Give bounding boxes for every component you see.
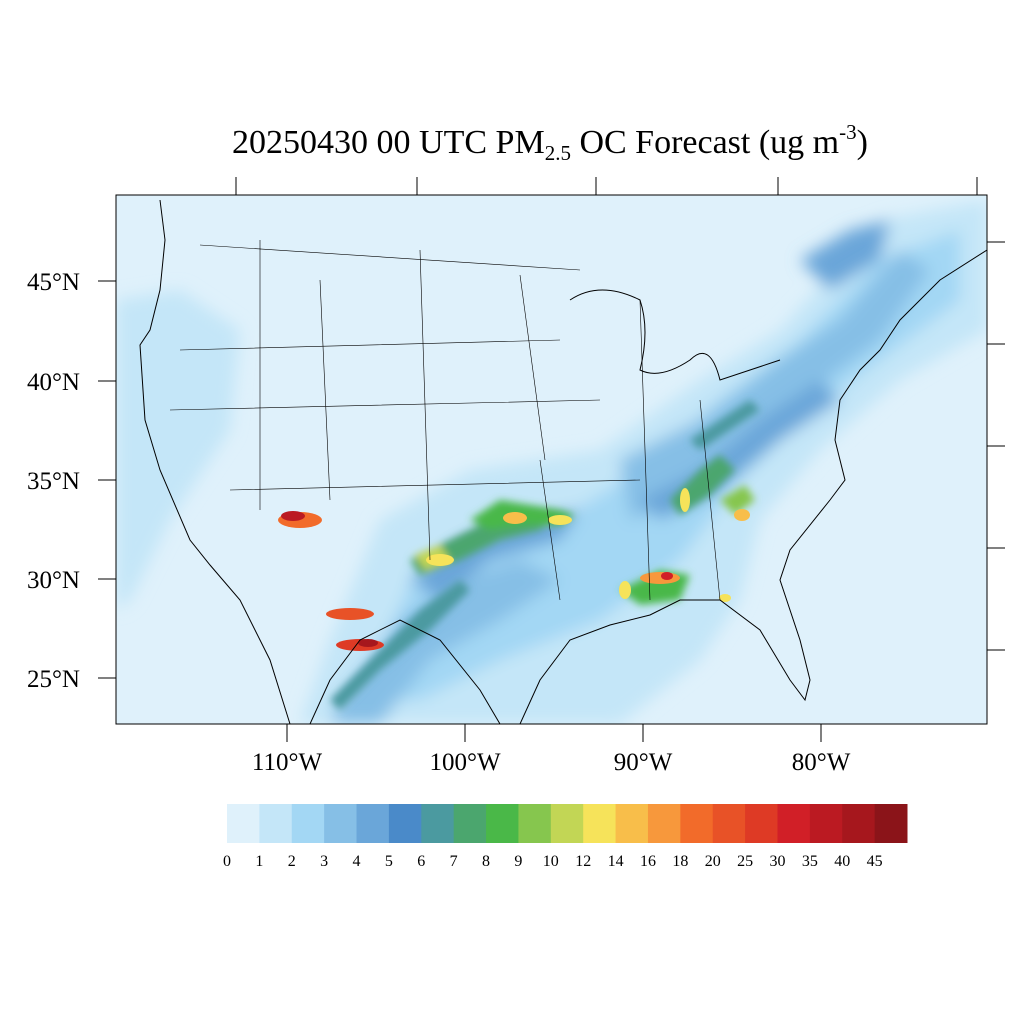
colorbar-swatch bbox=[615, 804, 649, 843]
colorbar-label: 35 bbox=[802, 853, 818, 870]
right-ticks bbox=[987, 241, 1005, 651]
colorbar-swatch bbox=[777, 804, 811, 843]
texas-mexico-border bbox=[309, 619, 501, 724]
map-title: 20250430 00 UTC PM2.5 OC Forecast (ug m-… bbox=[232, 120, 868, 165]
colorbar-swatch bbox=[809, 804, 843, 843]
colorbar-swatch bbox=[421, 804, 455, 843]
colorbar-label: 14 bbox=[608, 853, 624, 870]
colorbar-swatch bbox=[680, 804, 714, 843]
colorbar-label: 4 bbox=[353, 853, 361, 870]
top-ticks bbox=[235, 177, 978, 195]
high-concentration-spots bbox=[278, 488, 750, 651]
colorbar-label: 7 bbox=[450, 853, 458, 870]
lon-label: 100°W bbox=[429, 749, 500, 776]
colorbar-label: 3 bbox=[320, 853, 328, 870]
colorbar-swatch bbox=[356, 804, 390, 843]
colorbar-label: 2 bbox=[288, 853, 296, 870]
colorbar-label: 0 bbox=[223, 853, 231, 870]
colorbar-swatch bbox=[874, 804, 908, 843]
colorbar-swatch bbox=[324, 804, 358, 843]
map-frame bbox=[115, 194, 988, 725]
colorbar-label: 8 bbox=[482, 853, 490, 870]
lon-label: 80°W bbox=[792, 749, 851, 776]
colorbar-swatch bbox=[842, 804, 876, 843]
lat-label: 35°N bbox=[27, 468, 80, 495]
left-ticks bbox=[98, 280, 116, 679]
colorbar-swatch bbox=[259, 804, 293, 843]
colorbar-swatch bbox=[518, 804, 552, 843]
colorbar-label: 40 bbox=[834, 853, 850, 870]
lat-label: 40°N bbox=[27, 369, 80, 396]
colorbar-swatch bbox=[227, 804, 260, 843]
longitude-labels: 110°W 100°W 90°W 80°W bbox=[252, 749, 851, 776]
colorbar-swatch bbox=[453, 804, 487, 843]
colorbar-swatch bbox=[647, 804, 681, 843]
lat-label: 30°N bbox=[27, 567, 80, 594]
colorbar-swatch bbox=[486, 804, 519, 843]
colorbar-swatch bbox=[388, 804, 422, 843]
colorbar-label: 9 bbox=[514, 853, 522, 870]
lat-label: 25°N bbox=[27, 666, 80, 693]
colorbar-label: 20 bbox=[705, 853, 721, 870]
pacific-coastline bbox=[139, 199, 291, 724]
lat-label: 45°N bbox=[27, 269, 80, 296]
bottom-ticks bbox=[286, 724, 822, 742]
atlantic-gulf-coastline bbox=[519, 249, 987, 724]
boundaries bbox=[139, 199, 987, 724]
lon-label: 90°W bbox=[614, 749, 673, 776]
colorbar-label: 5 bbox=[385, 853, 393, 870]
great-lakes-outline bbox=[569, 289, 781, 381]
colorbar-swatch bbox=[583, 804, 617, 843]
low-concentration-regions bbox=[116, 200, 987, 724]
colorbar-label: 25 bbox=[737, 853, 753, 870]
colorbar-label: 12 bbox=[575, 853, 591, 870]
state-lines bbox=[169, 240, 721, 601]
colorbar-swatch bbox=[291, 804, 325, 843]
colorbar-label: 10 bbox=[543, 853, 559, 870]
colorbar-label: 6 bbox=[417, 853, 425, 870]
colorbar-label: 18 bbox=[672, 853, 688, 870]
colorbar-label: 16 bbox=[640, 853, 656, 870]
colorbar: 0 1 2 3 4 5 6 7 8 9 10 12 14 16 18 20 25 30 35 40 45 bbox=[223, 804, 908, 870]
colorbar-label: 45 bbox=[867, 853, 883, 870]
colorbar-label: 1 bbox=[255, 853, 263, 870]
colorbar-swatch bbox=[712, 804, 746, 843]
colorbar-swatch bbox=[745, 804, 778, 843]
colorbar-label: 30 bbox=[769, 853, 785, 870]
colorbar-swatch bbox=[550, 804, 584, 843]
lon-label: 110°W bbox=[252, 749, 323, 776]
concentration-field bbox=[116, 195, 987, 724]
latitude-labels: 45°N 40°N 35°N 30°N 25°N bbox=[27, 269, 80, 693]
